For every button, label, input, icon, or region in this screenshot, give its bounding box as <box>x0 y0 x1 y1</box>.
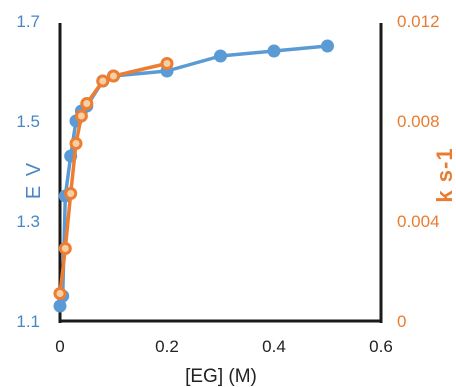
right-tick-label: 0.004 <box>397 212 440 231</box>
data-point <box>96 74 110 88</box>
x-tick-labels: 0 0.2 0.4 0.6 <box>55 337 393 356</box>
right-tick-labels: 0 0.004 0.008 0.012 <box>397 12 440 331</box>
data-point <box>74 109 88 123</box>
series-layer <box>53 39 334 313</box>
left-tick-label: 1.3 <box>16 212 40 231</box>
right-tick-label: 0 <box>397 312 406 331</box>
left-tick-label: 1.1 <box>16 312 40 331</box>
left-axis-label: E V <box>23 161 45 199</box>
right-tick-label: 0.012 <box>397 12 440 31</box>
data-point <box>69 137 83 150</box>
data-point <box>214 49 227 63</box>
x-axis-label: [EG] (M) <box>185 366 257 387</box>
right-axis-label: k s-1 <box>432 147 456 202</box>
data-point <box>160 57 174 70</box>
x-tick-label: 0.2 <box>155 337 179 356</box>
left-tick-labels: 1.1 1.3 1.5 1.7 <box>16 12 40 331</box>
data-point <box>64 187 78 200</box>
data-point <box>58 242 72 255</box>
plot-area <box>58 23 383 323</box>
data-point <box>107 69 120 83</box>
series-line <box>58 61 168 294</box>
data-point <box>53 299 67 313</box>
data-point <box>80 97 94 110</box>
x-tick-label: 0.6 <box>369 337 393 356</box>
series-k <box>53 57 174 300</box>
data-point <box>53 287 67 300</box>
x-tick-label: 0.4 <box>262 337 286 356</box>
left-tick-label: 1.5 <box>16 112 40 131</box>
x-tick-label: 0 <box>55 337 64 356</box>
right-tick-label: 0.008 <box>397 112 440 131</box>
left-tick-label: 1.7 <box>16 12 40 31</box>
series-e-v <box>53 39 334 313</box>
data-point <box>321 39 334 53</box>
data-point <box>267 44 281 58</box>
